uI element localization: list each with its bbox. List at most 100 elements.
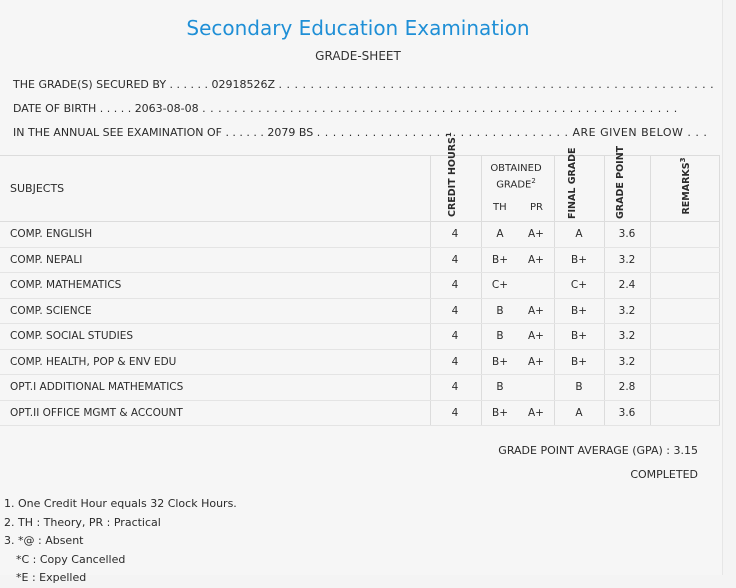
table-row: COMP. SCIENCE 4 B A+ B+ 3.2	[0, 298, 720, 323]
header-pr: PR	[530, 202, 543, 213]
info-label: THE GRADE(S) SECURED BY . . . . . .	[13, 78, 209, 91]
info-dots: . . . . . . . . . . . . . . . . . . . . …	[202, 102, 678, 115]
practical-grade-cell: A+	[528, 253, 544, 266]
header-grade-point: GRADE POINT	[615, 145, 626, 219]
final-grade-cell: B+	[570, 304, 587, 317]
page-subtitle: GRADE-SHEET	[315, 49, 401, 63]
header-final-grade: FINAL GRADE	[567, 147, 578, 219]
grade-point-cell: 3.2	[618, 330, 636, 342]
final-grade-cell: A	[575, 228, 583, 240]
header-credit-hours: CREDIT HOURS1	[445, 132, 459, 217]
header-remarks: REMARKS3	[679, 157, 693, 215]
subject-cell: COMP. MATHEMATICS	[10, 279, 122, 291]
footnote: 2. TH : Theory, PR : Practical	[4, 515, 161, 529]
grade-point-cell: 3.6	[618, 228, 636, 240]
table-row: COMP. NEPALI 4 B+ A+ B+ 3.2	[0, 247, 720, 272]
date-of-birth: 2063-08-08	[134, 102, 199, 115]
page-title: Secondary Education Examination	[186, 16, 530, 40]
table-row: COMP. MATHEMATICS 4 C+ C+ 2.4	[0, 272, 720, 297]
row-divider	[0, 297, 720, 299]
subject-cell: COMP. SOCIAL STUDIES	[10, 330, 134, 342]
theory-grade-cell: A	[496, 228, 504, 240]
final-grade-cell: B	[575, 381, 583, 393]
table-row: COMP. HEALTH, POP & ENV EDU 4 B+ A+ B+ 3.2	[0, 349, 720, 374]
row-divider	[0, 399, 720, 401]
grade-point-cell: 2.8	[618, 381, 636, 393]
row-divider	[0, 272, 720, 273]
practical-grade-cell: A+	[528, 355, 544, 368]
row-divider	[0, 348, 720, 350]
info-label: DATE OF BIRTH . . . . .	[13, 102, 132, 115]
theory-grade-cell: B	[496, 381, 504, 393]
column-divider	[430, 155, 431, 425]
theory-grade-cell: B	[496, 330, 504, 342]
footnote: *C : Copy Cancelled	[16, 552, 126, 566]
exam-year: 2079 BS	[267, 126, 314, 139]
theory-grade-cell: B+	[491, 253, 508, 266]
header-obtained-grade: OBTAINED GRADE2	[490, 163, 542, 191]
info-label: IN THE ANNUAL SEE EXAMINATION OF . . . .…	[13, 126, 264, 139]
footnote: 1. One Credit Hour equals 32 Clock Hours…	[4, 497, 237, 510]
theory-grade-cell: B+	[491, 406, 508, 419]
column-divider	[554, 155, 555, 425]
row-divider	[0, 323, 720, 324]
credit-hours-cell: 4	[451, 406, 459, 419]
table-row: COMP. SOCIAL STUDIES 4 B A+ B+ 3.2	[0, 323, 720, 348]
grade-point-cell: 3.2	[618, 253, 636, 266]
table-row: OPT.I ADDITIONAL MATHEMATICS 4 B B 2.8	[0, 374, 720, 399]
subject-cell: OPT.I ADDITIONAL MATHEMATICS	[10, 381, 184, 393]
row-divider	[0, 425, 720, 426]
info-dots: . . . . . . . . . . . . . . . . . . . . …	[316, 126, 708, 139]
theory-grade-cell: C+	[491, 279, 509, 291]
final-grade-cell: B+	[570, 330, 587, 342]
practical-grade-cell: A+	[528, 330, 544, 342]
subject-cell: COMP. HEALTH, POP & ENV EDU	[10, 355, 177, 368]
theory-grade-cell: B	[496, 304, 504, 317]
footnote: *E : Expelled	[16, 571, 87, 584]
credit-hours-cell: 4	[451, 304, 459, 317]
subject-cell: COMP. SCIENCE	[10, 304, 92, 317]
table-row: OPT.II OFFICE MGMT & ACCOUNT 4 B+ A+ A 3.6	[0, 400, 720, 425]
final-grade-cell: B+	[570, 355, 587, 368]
symbol-number: 02918526Z	[211, 78, 276, 91]
credit-hours-cell: 4	[451, 381, 459, 393]
footnotes: 1. One Credit Hour equals 32 Clock Hours…	[4, 495, 237, 588]
subject-cell: COMP. ENGLISH	[10, 228, 93, 240]
column-divider	[650, 155, 651, 425]
credit-hours-cell: 4	[451, 279, 459, 291]
credit-hours-cell: 4	[451, 253, 459, 266]
row-divider	[0, 246, 720, 248]
gpa-summary: GRADE POINT AVERAGE (GPA) : 3.15	[498, 444, 698, 457]
result-status: COMPLETED	[630, 468, 698, 481]
subject-cell: COMP. NEPALI	[10, 253, 83, 266]
subject-cell: OPT.II OFFICE MGMT & ACCOUNT	[10, 406, 183, 419]
footnote: 3. *@ : Absent	[4, 534, 84, 547]
row-divider	[0, 374, 720, 375]
theory-grade-cell: B+	[491, 355, 508, 368]
header-th: TH	[493, 202, 507, 213]
practical-grade-cell: A+	[528, 304, 544, 317]
grade-point-cell: 3.2	[618, 304, 636, 317]
final-grade-cell: B+	[570, 253, 587, 266]
table-header	[0, 155, 720, 222]
final-grade-cell: C+	[570, 279, 588, 291]
column-divider	[481, 155, 482, 425]
credit-hours-cell: 4	[451, 355, 459, 368]
credit-hours-cell: 4	[451, 330, 459, 342]
column-divider	[604, 155, 605, 425]
info-line-dob: DATE OF BIRTH . . . . . 2063-08-08 . . .…	[13, 102, 678, 115]
credit-hours-cell: 4	[451, 228, 459, 240]
info-line-exam: IN THE ANNUAL SEE EXAMINATION OF . . . .…	[13, 126, 707, 139]
grade-sheet: Secondary Education Examination GRADE-SH…	[0, 0, 723, 584]
practical-grade-cell: A+	[528, 406, 544, 419]
column-divider	[719, 155, 720, 425]
grade-point-cell: 2.4	[618, 279, 636, 291]
info-line-symbol: THE GRADE(S) SECURED BY . . . . . . 0291…	[13, 78, 714, 91]
header-subjects: SUBJECTS	[10, 182, 65, 195]
grade-point-cell: 3.2	[618, 355, 636, 368]
practical-grade-cell: A+	[528, 228, 544, 240]
final-grade-cell: A	[575, 406, 583, 419]
grade-point-cell: 3.6	[618, 406, 636, 419]
info-dots: . . . . . . . . . . . . . . . . . . . . …	[278, 78, 715, 91]
table-row: COMP. ENGLISH 4 A A+ A 3.6	[0, 221, 720, 246]
